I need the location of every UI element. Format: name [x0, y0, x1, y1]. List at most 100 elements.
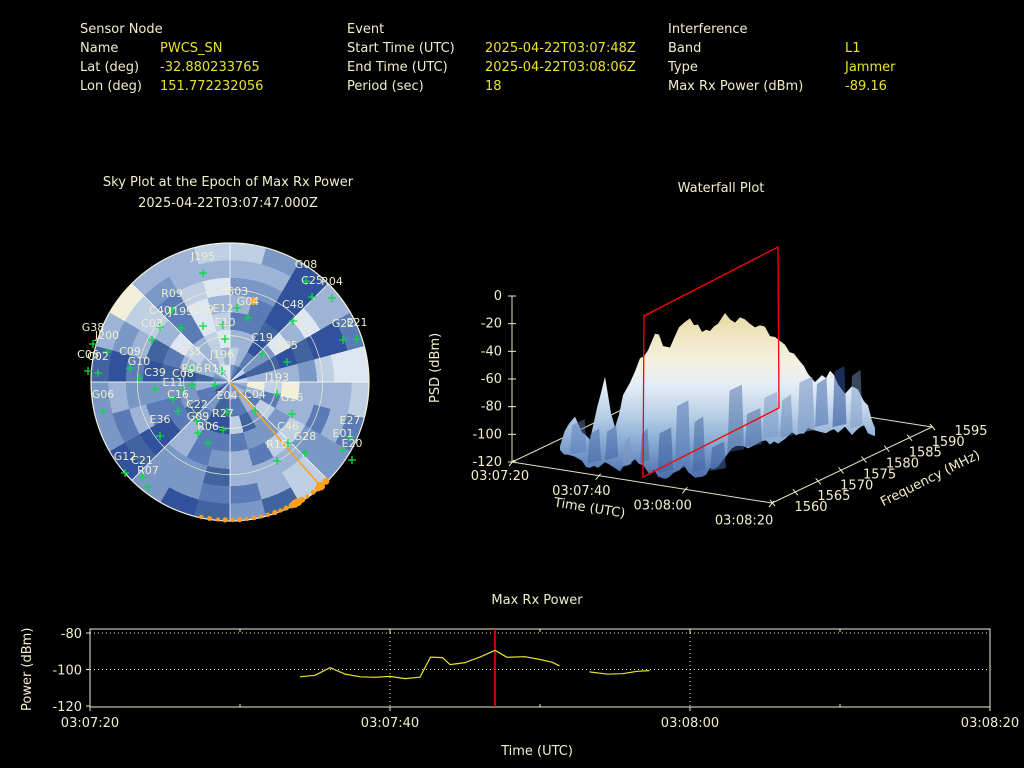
event-end-label: End Time (UTC) — [347, 60, 448, 75]
jammer-horizon-dot — [237, 517, 243, 523]
event-start-value: 2025-04-22T03:07:48Z — [485, 41, 636, 56]
timeseries-x-axis-label: Time (UTC) — [501, 744, 573, 759]
z-tick-label: -60 — [481, 372, 502, 387]
satellite-label: R09 — [161, 287, 183, 300]
satellite-label: R06 — [197, 420, 219, 433]
satellite-marker — [288, 410, 296, 418]
satellite-label: E36 — [150, 413, 171, 426]
freq-tick-label: 1565 — [817, 489, 850, 504]
azimuth-spoke — [229, 381, 329, 481]
epoch-highlight-dot — [249, 297, 257, 305]
satellite-label: R27 — [212, 407, 234, 420]
jammer-horizon-dot — [199, 514, 204, 520]
satellite-label: J200 — [94, 329, 119, 342]
satellite-label: C19 — [251, 331, 273, 344]
jammer-horizon-dot — [288, 502, 295, 509]
satellite-marker — [179, 386, 187, 394]
sensor-node-panel: Sensor Node Name PWCS_SN Lat (deg) -32.880… — [80, 20, 263, 96]
satellite-label: C04 — [244, 388, 266, 401]
satellite-label: E04 — [217, 389, 238, 402]
plot-border — [89, 628, 991, 708]
x-tick-label: 03:08:20 — [961, 716, 1019, 731]
satellite-marker — [148, 336, 156, 344]
interference-type-value: Jammer — [845, 60, 896, 75]
time-tick-label: 03:08:00 — [634, 499, 692, 514]
satellite-label: E21 — [347, 316, 368, 329]
satellite-marker — [169, 395, 177, 403]
satellite-label: R04 — [321, 275, 343, 288]
satellite-marker — [194, 429, 202, 437]
satellite-label: G09 — [187, 410, 210, 423]
satellite-label: G03 — [226, 285, 249, 298]
azimuth-spoke — [131, 283, 231, 383]
z-tick-label: -80 — [481, 400, 502, 415]
satellite-marker — [126, 364, 134, 372]
satellite-label: E12 — [213, 302, 234, 315]
satellite-marker — [99, 407, 107, 415]
freq-tick-label: 1575 — [863, 467, 896, 482]
waterfall-surface — [560, 313, 875, 479]
satellite-marker — [84, 367, 92, 375]
satellite-label: C08 — [172, 367, 194, 380]
z-tick-label: -120 — [472, 455, 502, 470]
satellite-marker — [156, 432, 164, 440]
satellite-marker — [219, 426, 227, 434]
jammer-horizon-dot — [322, 477, 330, 485]
satellite-label: R05 — [276, 339, 298, 352]
satellite-label: C59 — [192, 303, 214, 316]
satellite-label: G16 — [281, 391, 304, 404]
x-tick-label: 03:07:40 — [361, 716, 419, 731]
jammer-horizon-dot — [305, 494, 310, 499]
waterfall-x-axis-label: Time (UTC) — [552, 495, 626, 521]
satellite-label: G10 — [128, 355, 151, 368]
jammer-horizon-dots — [199, 477, 330, 523]
satellite-marker — [353, 335, 361, 343]
power-line — [589, 670, 650, 675]
satellite-marker — [151, 385, 159, 393]
event-period-value: 18 — [485, 79, 502, 94]
epoch-plane — [642, 245, 780, 479]
jammer-horizon-dot — [230, 517, 235, 523]
jammer-horizon-dot — [216, 517, 220, 522]
satellite-label: C48 — [282, 298, 304, 311]
satellite-marker — [188, 381, 196, 389]
satellite-marker — [346, 433, 354, 441]
jammer-horizon-dot — [207, 516, 213, 521]
satellite-marker — [244, 314, 252, 322]
satellite-label: G28 — [294, 430, 317, 443]
interference-band-value: L1 — [845, 41, 861, 56]
sensor-lon-value: 151.772232056 — [160, 79, 264, 94]
interference-type-label: Type — [668, 60, 698, 75]
jammer-horizon-dot — [314, 485, 321, 492]
satellite-label: J196 — [209, 348, 234, 361]
freq-tick-label: 1590 — [932, 435, 965, 450]
satellite-marker — [103, 348, 111, 356]
satellite-label: C16 — [167, 388, 189, 401]
satellite-label: J195 — [190, 250, 215, 263]
satellite-marker — [219, 321, 227, 329]
satellite-marker — [283, 358, 291, 366]
satellite-marker — [121, 469, 129, 477]
satellite-label: E01 — [333, 427, 354, 440]
satellite-label: C03 — [141, 317, 163, 330]
power-line — [299, 649, 560, 680]
time-tick-label: 03:08:20 — [715, 514, 773, 529]
freq-tick-label: 1595 — [954, 424, 987, 439]
satellite-label: G08 — [295, 258, 318, 271]
sensor-lat-value: -32.880233765 — [160, 60, 260, 75]
satellite-marker — [199, 269, 207, 277]
satellite-marker — [174, 407, 182, 415]
satellite-label: C46 — [277, 420, 299, 433]
jammer-horizon-dot — [222, 517, 228, 523]
event-title: Event — [347, 22, 385, 37]
sensor-name-label: Name — [80, 41, 119, 56]
satellite-marker — [328, 294, 336, 302]
satellite-marker — [273, 390, 281, 398]
satellite-marker — [89, 340, 97, 348]
jammer-horizon-dot — [310, 489, 316, 495]
jammer-horizon-dot — [259, 514, 263, 519]
event-period-label: Period (sec) — [347, 79, 424, 94]
sensor-name-value: PWCS_SN — [160, 41, 223, 56]
satellite-marker — [284, 439, 292, 447]
